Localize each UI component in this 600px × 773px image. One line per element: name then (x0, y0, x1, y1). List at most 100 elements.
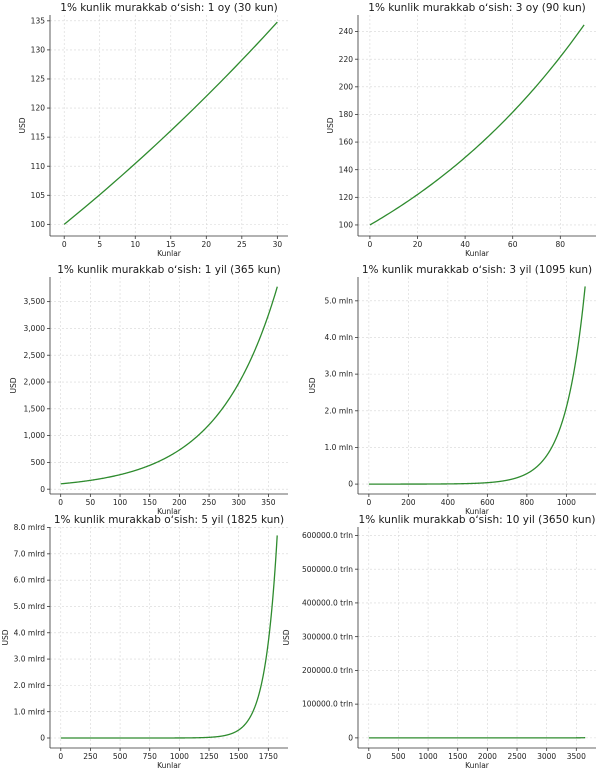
y-tick-label: 125 (31, 75, 46, 84)
y-tick-label: 100 (31, 220, 46, 229)
x-tick-label: 20 (202, 240, 212, 249)
x-tick-label: 30 (273, 240, 283, 249)
y-tick-label: 200 (339, 82, 354, 91)
y-axis-label: USD (326, 117, 335, 133)
y-axis-label: USD (282, 629, 291, 645)
y-axis-label: USD (9, 377, 18, 393)
x-axis-label: Kunlar (157, 761, 182, 770)
x-tick-label: 0 (366, 498, 371, 507)
chart-title: 1% kunlik murakkab oʻsish: 5 yil (1825 k… (54, 514, 284, 526)
y-tick-label: 0 (40, 734, 45, 743)
y-tick-label: 240 (339, 27, 354, 36)
x-tick-label: 600 (480, 498, 495, 507)
y-tick-label: 115 (31, 133, 46, 142)
x-tick-label: 500 (113, 752, 128, 761)
y-axis-label: USD (308, 377, 317, 393)
y-tick-label: 100 (339, 221, 354, 230)
x-tick-label: 100 (113, 498, 128, 507)
x-tick-label: 1000 (557, 498, 576, 507)
x-tick-label: 5 (97, 240, 102, 249)
chart-panel: 0 20 40 60 80 100 120 140 160 180 200 220 240 1% kunl… (326, 2, 596, 258)
y-tick-label: 180 (339, 110, 354, 119)
chart-panel: 0 500 1000 1500 2000 2500 3000 3500 0 100000.0 tr… (282, 514, 596, 770)
y-tick-label: 7.0 mlrd (14, 549, 46, 558)
x-tick-label: 750 (143, 752, 158, 761)
y-tick-label: 400000.0 trln (302, 599, 353, 608)
series-line (369, 24, 585, 226)
y-tick-label: 500000.0 trln (302, 565, 353, 574)
y-tick-label: 0 (348, 480, 353, 489)
x-tick-label: 300 (232, 498, 247, 507)
x-tick-label: 15 (166, 240, 176, 249)
y-tick-label: 500 (31, 458, 46, 467)
y-tick-label: 120 (31, 104, 46, 113)
y-axis-label: USD (18, 117, 27, 133)
chart-panel: 0 200 400 600 800 1000 0 1.0 mln 2.0 mln 3.0 mln 4… (308, 264, 596, 516)
x-tick-label: 20 (413, 240, 423, 249)
x-tick-label: 0 (62, 240, 67, 249)
x-tick-label: 40 (460, 240, 470, 249)
y-tick-label: 300000.0 trln (302, 632, 353, 641)
y-tick-label: 160 (339, 138, 354, 147)
x-tick-label: 3000 (537, 752, 556, 761)
x-tick-label: 80 (556, 240, 566, 249)
x-tick-label: 0 (58, 498, 63, 507)
y-tick-label: 2,000 (24, 378, 46, 387)
y-tick-label: 105 (31, 191, 46, 200)
x-axis-label: Kunlar (157, 507, 182, 516)
y-axis-label: USD (1, 629, 10, 645)
chart-panel: 0 250 500 750 1000 1250 1500 1750 0 1.0 mlrd 2.0 m… (1, 514, 288, 770)
y-tick-label: 3.0 mlrd (14, 655, 46, 664)
x-tick-label: 1000 (419, 752, 438, 761)
y-tick-label: 600000.0 trln (302, 531, 353, 540)
y-tick-label: 3.0 mln (325, 370, 354, 379)
x-axis-label: Kunlar (465, 507, 490, 516)
y-tick-label: 2.0 mln (325, 406, 354, 415)
x-tick-label: 150 (143, 498, 158, 507)
y-tick-label: 6.0 mlrd (14, 576, 46, 585)
series-line (63, 21, 278, 225)
y-tick-label: 135 (31, 16, 46, 25)
x-tick-label: 50 (86, 498, 96, 507)
x-tick-label: 3500 (567, 752, 586, 761)
series-line (368, 286, 586, 485)
y-tick-label: 2.0 mlrd (14, 681, 46, 690)
chart-panel: 0 5 10 15 20 25 30 100 105 110 115 120 125 130 135 1% k… (18, 2, 288, 258)
y-tick-label: 1,000 (24, 431, 46, 440)
x-tick-label: 60 (508, 240, 518, 249)
x-axis-label: Kunlar (157, 249, 182, 258)
y-tick-label: 140 (339, 165, 354, 174)
series-line (60, 535, 278, 739)
x-tick-label: 0 (368, 240, 373, 249)
y-tick-label: 5.0 mlrd (14, 602, 46, 611)
y-tick-label: 220 (339, 55, 354, 64)
y-tick-label: 0 (348, 733, 353, 742)
y-tick-label: 4.0 mln (325, 333, 354, 342)
x-tick-label: 200 (172, 498, 187, 507)
x-tick-label: 2000 (478, 752, 497, 761)
y-tick-label: 0 (40, 485, 45, 494)
chart-title: 1% kunlik murakkab oʻsish: 3 oy (90 kun) (368, 2, 585, 14)
x-tick-label: 250 (202, 498, 217, 507)
y-tick-label: 130 (31, 45, 46, 54)
x-tick-label: 350 (261, 498, 276, 507)
x-axis-label: Kunlar (465, 249, 490, 258)
y-tick-label: 200000.0 trln (302, 666, 353, 675)
y-tick-label: 2,500 (24, 351, 46, 360)
y-tick-label: 8.0 mlrd (14, 523, 46, 532)
y-tick-label: 120 (339, 193, 354, 202)
x-tick-label: 400 (441, 498, 456, 507)
y-tick-label: 110 (31, 162, 46, 171)
x-tick-label: 500 (391, 752, 406, 761)
x-tick-label: 200 (401, 498, 416, 507)
x-tick-label: 1500 (229, 752, 248, 761)
x-tick-label: 2500 (507, 752, 526, 761)
x-tick-label: 0 (58, 752, 63, 761)
y-tick-label: 5.0 mln (325, 296, 354, 305)
y-tick-label: 100000.0 trln (302, 700, 353, 709)
x-tick-label: 800 (520, 498, 535, 507)
y-tick-label: 1.0 mlrd (14, 707, 46, 716)
x-tick-label: 1750 (259, 752, 278, 761)
chart-panel: 0 50 100 150 200 250 300 350 0 500 1,000 1,500 2,000… (9, 264, 288, 516)
